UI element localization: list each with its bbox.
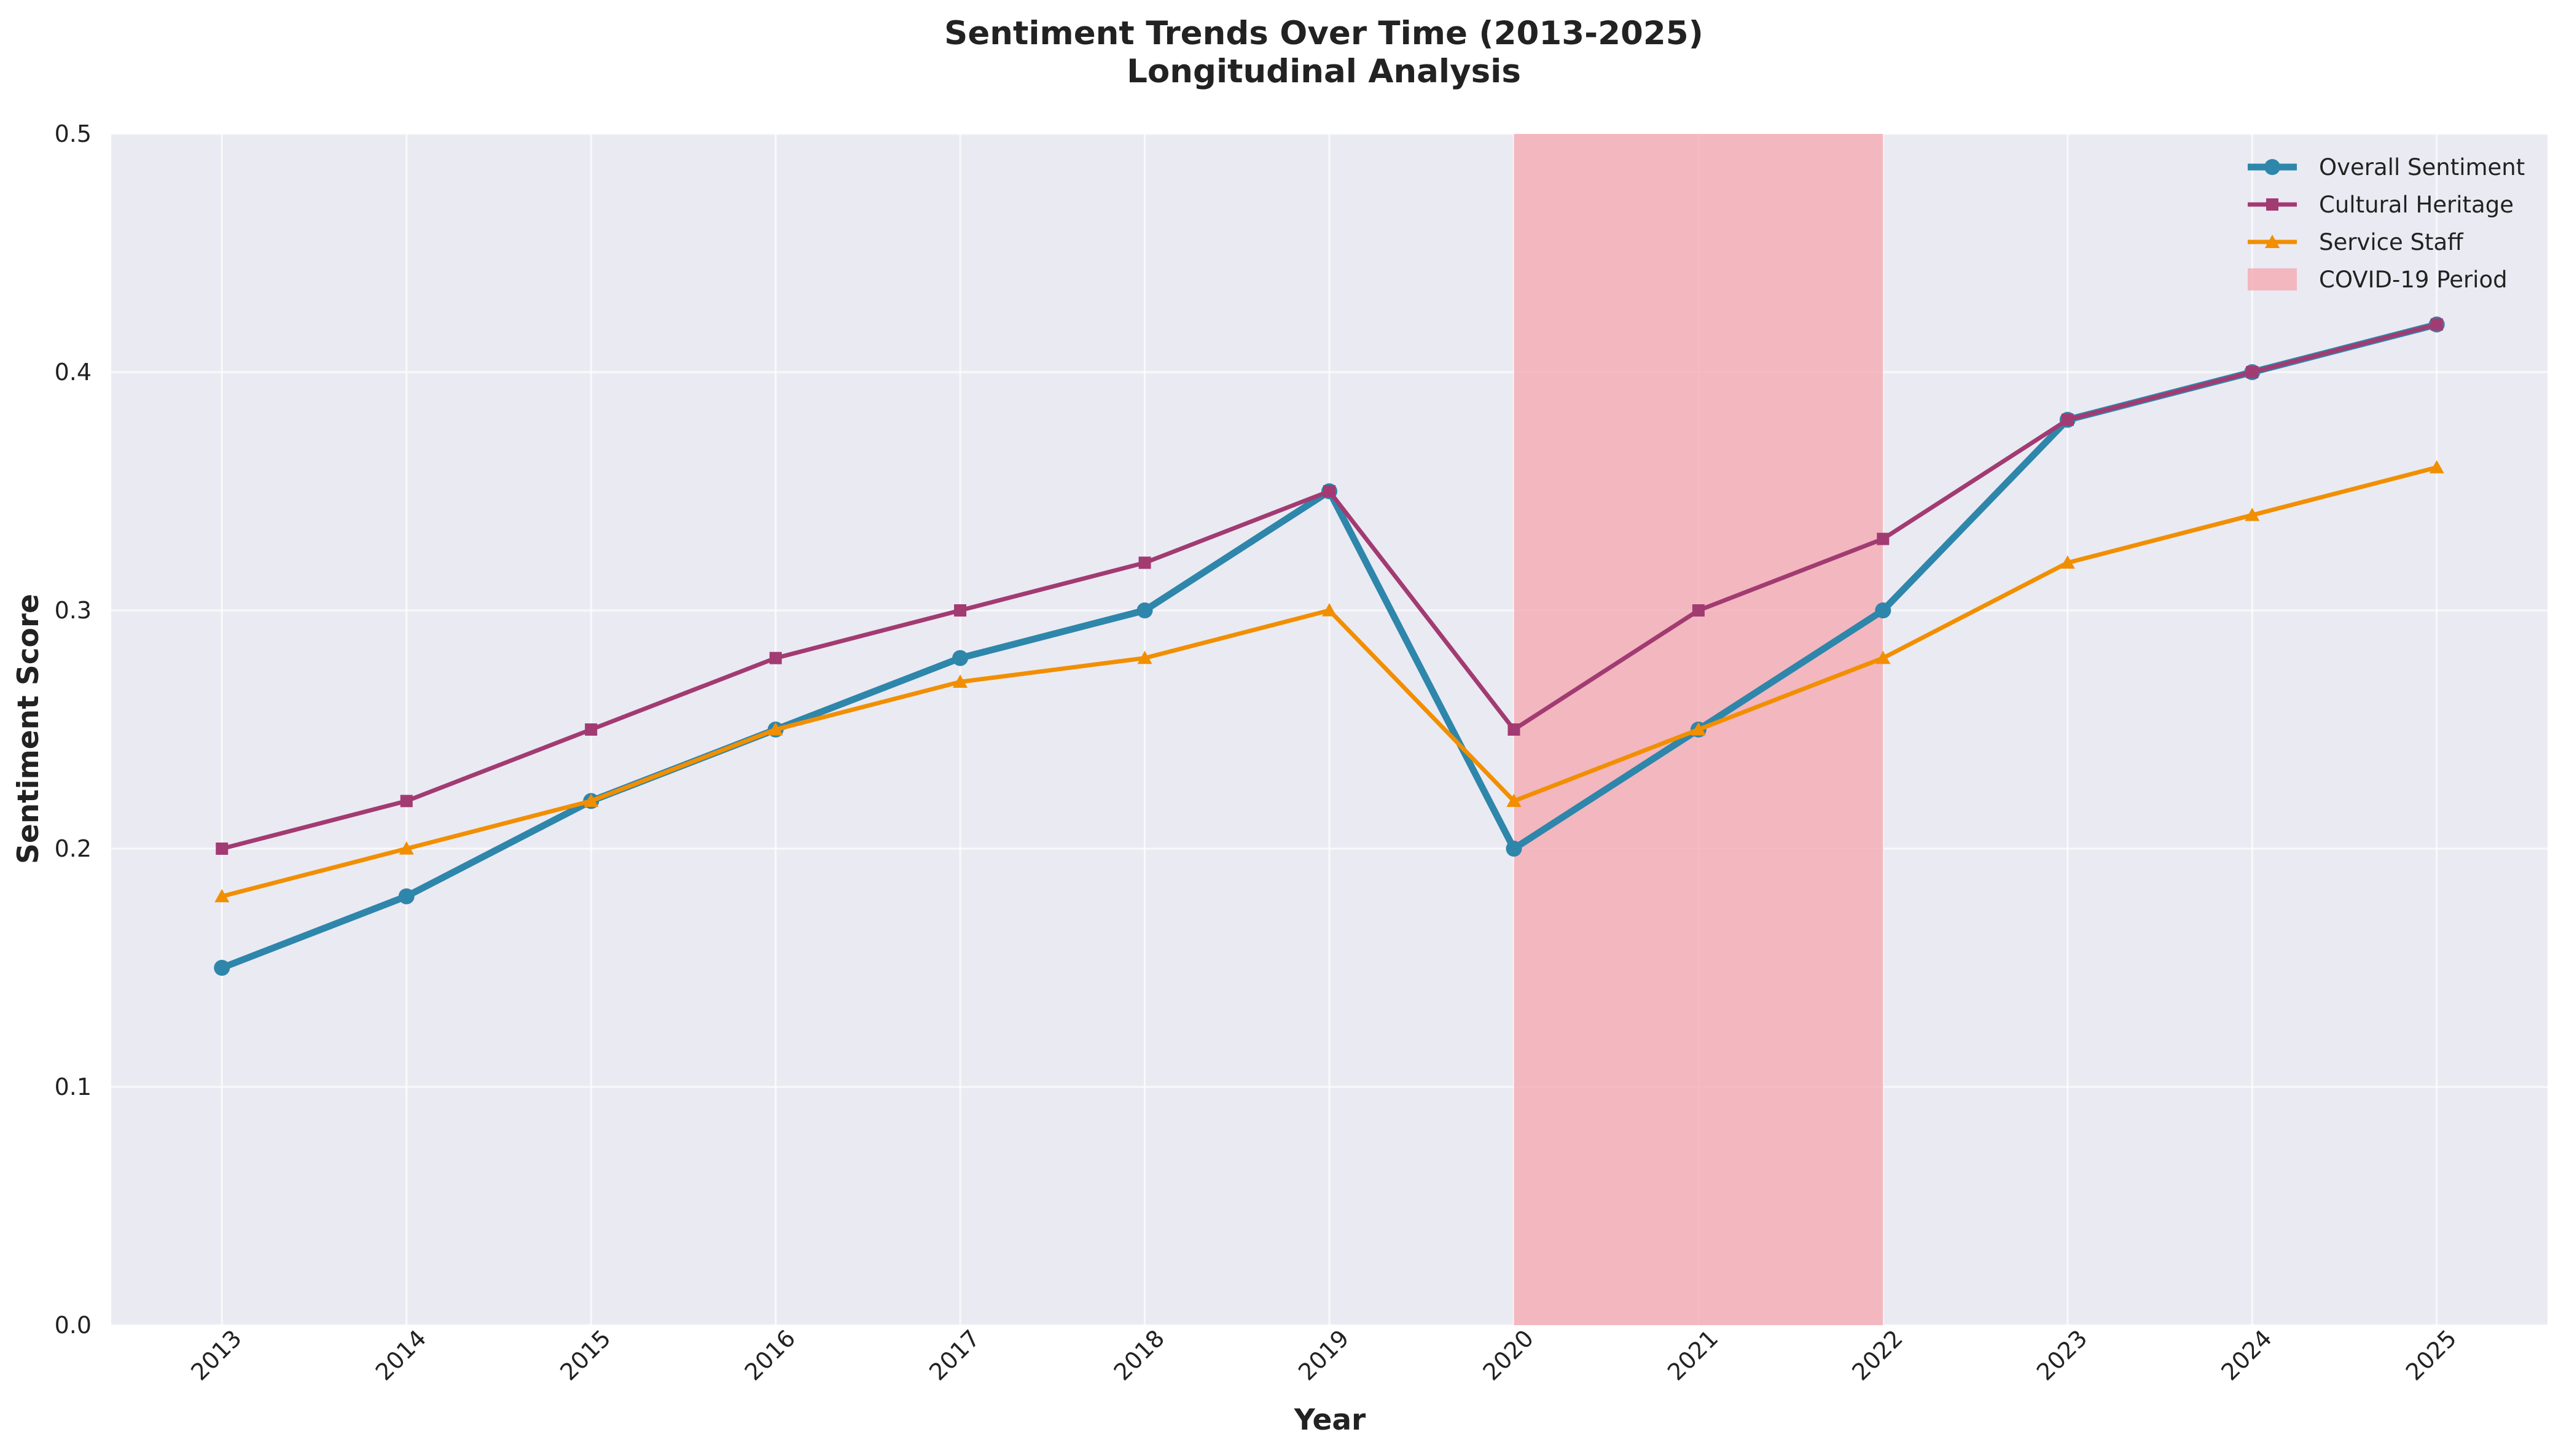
data-point [2061, 413, 2074, 426]
data-point [952, 650, 969, 666]
data-point [1138, 556, 1151, 569]
data-point [2060, 555, 2075, 569]
data-point [953, 674, 968, 688]
x-tick-label: 2023 [2031, 1325, 2093, 1386]
x-tick-label: 2014 [370, 1325, 432, 1386]
data-point [585, 723, 598, 736]
data-point [954, 604, 967, 617]
data-point [2429, 460, 2444, 473]
legend: Overall Sentiment Cultural Heritage Servic… [2248, 154, 2525, 293]
legend-label: Cultural Heritage [2319, 192, 2514, 218]
chart-title: Sentiment Trends Over Time (2013-2025) [944, 15, 1703, 52]
data-point [1137, 650, 1152, 664]
legend-label: Service Staff [2319, 229, 2464, 255]
data-point [2245, 507, 2260, 521]
y-tick-label: 0.4 [55, 359, 92, 386]
y-tick-label: 0.2 [55, 835, 92, 862]
data-point [398, 888, 415, 905]
data-point [1877, 532, 1890, 545]
data-point [1875, 602, 1891, 618]
data-point [2430, 318, 2443, 331]
legend-swatch-shade [2248, 268, 2297, 290]
x-tick-label: 2015 [555, 1325, 616, 1386]
data-point [1506, 841, 1522, 857]
data-point [1323, 485, 1335, 497]
legend-marker [2266, 198, 2278, 211]
data-point [1875, 650, 1891, 664]
x-tick-label: 2022 [1847, 1325, 1908, 1386]
x-tick-label: 2016 [740, 1325, 801, 1386]
x-tick-label: 2019 [1293, 1325, 1355, 1386]
x-tick-label: 2020 [1478, 1325, 1539, 1386]
legend-marker [2264, 159, 2280, 175]
data-point [1692, 604, 1705, 617]
data-point [1322, 603, 1337, 617]
y-tick-label: 0.3 [55, 597, 92, 624]
data-point [400, 795, 413, 808]
data-point [769, 652, 782, 664]
x-tick-label: 2018 [1109, 1325, 1170, 1386]
data-point [214, 889, 230, 903]
data-point [399, 841, 414, 855]
data-point [216, 843, 229, 855]
data-point [1136, 602, 1153, 618]
x-axis-label: Year [1294, 1403, 1366, 1437]
x-tick-label: 2025 [2401, 1325, 2462, 1386]
legend-label: COVID-19 Period [2319, 267, 2508, 293]
x-tick-label: 2024 [2216, 1325, 2277, 1386]
series-layer [214, 316, 2445, 976]
legend-label: Overall Sentiment [2319, 154, 2525, 181]
legend-marker [2265, 235, 2280, 248]
x-tick-label: 2017 [924, 1325, 985, 1386]
y-tick-label: 0.5 [55, 120, 92, 147]
data-point [1507, 723, 1520, 736]
y-tick-label: 0.0 [55, 1312, 92, 1339]
series-1 [216, 318, 2443, 855]
data-point [2246, 366, 2259, 378]
data-point [1506, 793, 1522, 807]
x-tick-label: 2021 [1662, 1325, 1724, 1386]
series-2 [214, 460, 2444, 903]
x-tick-label: 2013 [186, 1325, 247, 1386]
y-tick-label: 0.1 [55, 1073, 92, 1100]
chart-subtitle: Longitudinal Analysis [1127, 53, 1521, 90]
data-point [584, 793, 599, 807]
data-point [1691, 722, 1706, 736]
y-axis-label: Sentiment Score [12, 594, 45, 864]
data-point [214, 960, 230, 976]
data-point [768, 722, 783, 736]
